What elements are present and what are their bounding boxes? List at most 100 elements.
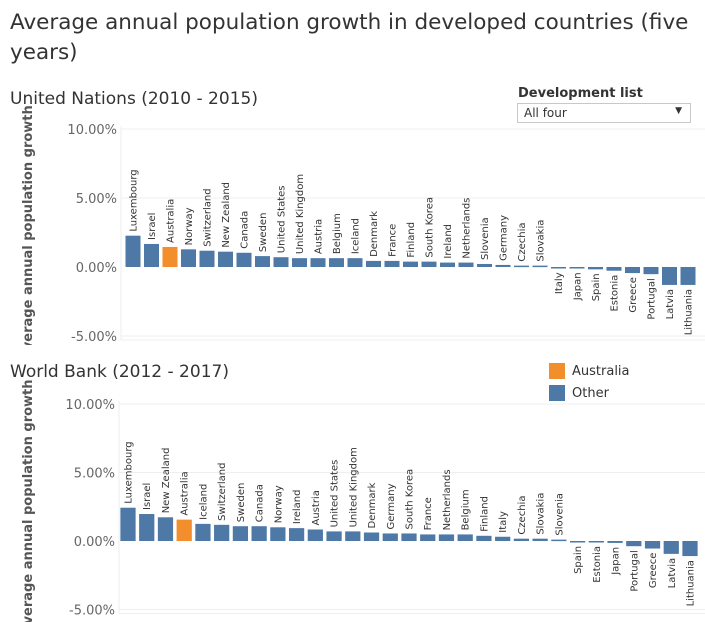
y-tick-label: 5.00%: [76, 192, 117, 207]
bar-luxembourg: [120, 507, 136, 541]
bar-denmark: [366, 260, 381, 267]
legend-item-australia[interactable]: Australia: [549, 360, 630, 382]
bar-netherlands: [438, 534, 455, 541]
bar-united-states: [326, 531, 342, 541]
bar-israel: [144, 243, 159, 267]
bar-label: Greece: [648, 553, 659, 589]
bar-italy: [495, 536, 511, 541]
bar-austria: [307, 529, 323, 541]
legend-label: Other: [572, 385, 609, 401]
bar-denmark: [363, 532, 380, 541]
bar-netherlands: [458, 262, 474, 267]
legend-item-other[interactable]: Other: [549, 382, 630, 404]
legend-swatch: [549, 385, 565, 401]
bar-label: Norway: [184, 207, 195, 245]
bar-label: Denmark: [367, 482, 378, 528]
bar-germany: [495, 264, 511, 267]
bar-japan: [607, 541, 623, 543]
y-tick-label: -5.00%: [71, 330, 117, 345]
bar-ireland: [440, 262, 455, 267]
bar-canada: [236, 252, 252, 267]
bar-slovenia: [477, 263, 492, 267]
filter-label: Development list: [518, 86, 643, 101]
bar-estonia: [606, 267, 622, 271]
dashboard-title: Average annual population growth in deve…: [10, 10, 689, 65]
bar-slovenia: [551, 539, 567, 542]
bar-label: Belgium: [332, 213, 343, 254]
bar-norway: [270, 527, 286, 541]
bar-label: Canada: [240, 211, 251, 249]
bar-south-korea: [421, 261, 437, 267]
bar-lithuania: [680, 267, 696, 285]
chart-2-title: World Bank (2012 - 2017): [10, 362, 229, 382]
y-axis-label: Average annual population growth: [21, 105, 36, 345]
legend-label: Australia: [572, 363, 630, 379]
bar-label: Iceland: [198, 484, 209, 520]
bar-label: Spain: [573, 546, 584, 574]
bar-label: Italy: [554, 272, 565, 294]
bar-label: Czechia: [517, 222, 528, 261]
bar-czechia: [513, 538, 530, 541]
bar-label: Latvia: [665, 289, 676, 319]
bar-switzerland: [214, 524, 230, 541]
y-axis-label: Average annual population growth: [21, 379, 36, 622]
bar-iceland: [347, 258, 363, 267]
bar-iceland: [195, 523, 211, 541]
bar-label: Sweden: [236, 483, 247, 523]
bar-label: Israel: [142, 483, 153, 510]
bar-australia: [176, 519, 192, 541]
bar-label: United Kingdom: [295, 174, 306, 254]
bar-label: Italy: [498, 511, 509, 533]
bar-label: Spain: [591, 273, 602, 301]
bar-label: Portugal: [629, 550, 640, 591]
bar-estonia: [588, 541, 604, 543]
bar-label: Norway: [273, 485, 284, 523]
bar-greece: [625, 267, 640, 274]
bar-finland: [403, 261, 418, 267]
bar-south-korea: [401, 533, 417, 541]
bar-label: Estonia: [592, 546, 603, 583]
bar-label: Japan: [611, 547, 622, 576]
y-tick-label: 0.00%: [74, 535, 115, 550]
bar-label: France: [388, 224, 399, 257]
bar-label: Denmark: [369, 211, 380, 257]
chart-1-title: United Nations (2010 - 2015): [10, 89, 258, 109]
bar-czechia: [514, 265, 529, 268]
bar-united-kingdom: [292, 258, 307, 267]
bar-slovakia: [532, 538, 548, 541]
bar-finland: [476, 535, 492, 541]
bar-label: Czechia: [517, 496, 528, 535]
bar-label: South Korea: [425, 197, 436, 258]
bar-label: Austria: [311, 490, 322, 525]
chart-un: 10.00% 5.00% 0.00% -5.00% Average annual pop…: [21, 105, 705, 345]
y-tick-label: 5.00%: [74, 467, 115, 482]
bar-label: Slovenia: [554, 493, 565, 536]
bar-label: Portugal: [647, 278, 658, 319]
bar-latvia: [663, 541, 679, 554]
bar-greece: [644, 541, 661, 549]
bar-label: Lithuania: [684, 289, 695, 335]
bar-italy: [551, 267, 566, 269]
bar-label: Greece: [628, 277, 639, 313]
bar-label: Germany: [386, 483, 397, 529]
bar-label: Canada: [255, 484, 266, 522]
bar-australia: [162, 246, 178, 267]
bar-label: New Zealand: [221, 182, 232, 248]
bar-new-zealand: [157, 517, 174, 541]
bar-belgium: [457, 534, 473, 541]
bar-spain: [588, 267, 603, 270]
bar-label: Finland: [406, 222, 417, 258]
bar-canada: [251, 526, 267, 541]
bar-united-kingdom: [345, 531, 361, 541]
bar-lithuania: [682, 541, 698, 557]
development-list-dropdown[interactable]: All four ▼: [517, 103, 691, 123]
bar-label: Netherlands: [462, 198, 473, 259]
bar-label: Japan: [573, 272, 584, 301]
y-tick-label: 10.00%: [67, 123, 117, 138]
bar-label: Australia: [180, 471, 191, 515]
bar-label: New Zealand: [161, 448, 172, 514]
bar-label: Belgium: [461, 489, 472, 530]
bar-label: Slovakia: [536, 220, 547, 262]
bar-label: South Korea: [405, 469, 416, 530]
bar-label: Germany: [499, 215, 510, 261]
